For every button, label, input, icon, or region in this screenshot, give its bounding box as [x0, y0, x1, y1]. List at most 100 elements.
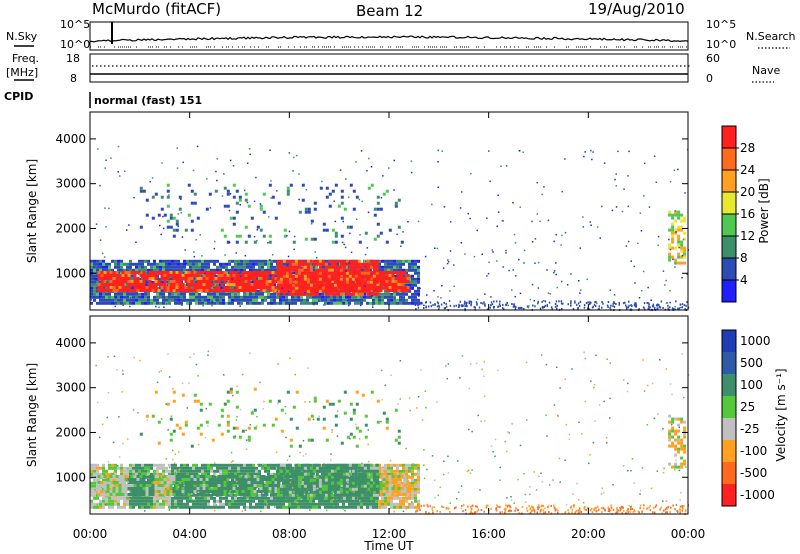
data-cell: [303, 292, 307, 296]
data-cell: [141, 298, 144, 302]
data-cell: [223, 274, 227, 277]
data-cell: [330, 298, 333, 302]
data-cell: [112, 280, 116, 283]
data-cell: [208, 289, 212, 292]
data-cell: [142, 271, 146, 274]
data-cell: [375, 280, 379, 284]
data-cell: [293, 235, 296, 238]
data-cell: [117, 499, 120, 503]
data-cell: [183, 496, 186, 500]
data-cell: [385, 277, 389, 280]
data-cell: [237, 472, 240, 476]
data-cell: [261, 301, 264, 305]
data-cell: [417, 292, 420, 296]
data-cell: [139, 225, 143, 229]
data-cell: [534, 305, 536, 308]
data-cell: [90, 499, 93, 503]
data-cell: [171, 259, 174, 263]
data-cell: [153, 268, 156, 272]
data-cell: [175, 280, 179, 283]
data-cell: [345, 292, 349, 296]
data-cell: [189, 268, 192, 272]
data-cell: [211, 283, 215, 286]
data-cell: [158, 306, 160, 308]
data-cell: [109, 493, 113, 496]
data-cell: [303, 301, 306, 305]
data-cell: [104, 167, 106, 169]
data-cell: [259, 280, 263, 283]
data-cell: [177, 466, 180, 470]
data-cell: [270, 301, 273, 305]
data-cell: [216, 179, 218, 182]
data-cell: [476, 229, 478, 232]
data-cell: [306, 280, 310, 284]
data-cell: [202, 280, 206, 283]
data-cell: [560, 244, 562, 246]
data-cell: [166, 195, 170, 199]
data-cell: [151, 283, 155, 286]
data-cell: [339, 286, 343, 290]
data-cell: [342, 265, 346, 269]
data-cell: [390, 295, 393, 299]
data-cell: [141, 292, 144, 296]
data-cell: [180, 298, 183, 302]
data-cell: [157, 271, 161, 274]
data-cell: [436, 247, 439, 250]
data-cell: [388, 280, 392, 283]
data-cell: [300, 262, 304, 266]
data-cell: [381, 295, 384, 299]
data-cell: [402, 301, 405, 305]
data-cell: [168, 295, 171, 299]
data-cell: [366, 268, 370, 272]
data-cell: [217, 274, 221, 277]
data-cell: [162, 469, 165, 473]
data-cell: [114, 298, 117, 302]
data-cell: [180, 502, 183, 506]
data-cell: [408, 301, 411, 305]
data-cell: [653, 308, 656, 311]
data-cell: [124, 170, 126, 172]
data-cell: [141, 496, 144, 500]
data-cell: [300, 292, 304, 296]
data-cell: [411, 301, 414, 305]
data-cell: [234, 292, 237, 296]
data-cell: [154, 271, 158, 274]
data-cell: [106, 490, 110, 493]
data-cell: [625, 304, 627, 307]
data-cell: [190, 201, 194, 205]
data-cell: [291, 262, 295, 266]
data-cell: [271, 254, 274, 256]
data-cell: [249, 262, 252, 266]
data-cell: [169, 216, 173, 220]
data-cell: [156, 505, 159, 509]
data-cell: [96, 280, 99, 284]
data-cell: [207, 493, 210, 497]
data-cell: [112, 283, 116, 286]
data-cell: [369, 505, 372, 509]
data-cell: [156, 469, 159, 473]
data-cell: [141, 502, 144, 506]
data-cell: [560, 280, 563, 283]
data-cell: [342, 499, 345, 503]
data-cell: [357, 259, 361, 263]
data-cell: [372, 499, 375, 503]
data-cell: [195, 466, 198, 470]
data-cell: [129, 301, 132, 305]
data-cell: [123, 301, 126, 305]
data-cell: [220, 228, 224, 232]
data-cell: [243, 298, 246, 302]
data-cell: [447, 259, 449, 261]
data-cell: [438, 308, 440, 311]
data-cell: [132, 301, 135, 305]
data-cell: [306, 265, 310, 269]
data-cell: [671, 213, 675, 217]
data-cell: [195, 259, 198, 263]
data-cell: [358, 240, 362, 244]
data-cell: [177, 268, 180, 272]
data-cell: [279, 298, 282, 302]
data-cell: [567, 303, 569, 306]
colorbar-swatch: [722, 236, 736, 258]
nsearch-tick-low: 10^0: [706, 38, 736, 51]
data-cell: [408, 295, 411, 299]
data-cell: [246, 295, 249, 299]
